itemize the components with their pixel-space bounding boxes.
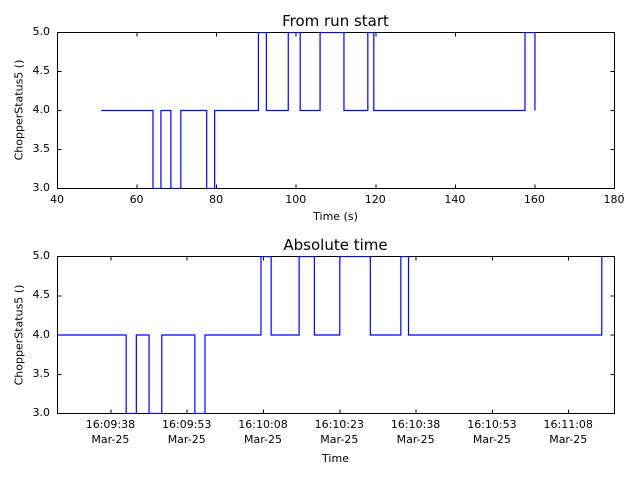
y-tick-label: 3.5 [32, 366, 51, 380]
x-tick-label: 16:10:38 Mar-25 [390, 418, 441, 446]
x-tick-label: 140 [444, 193, 466, 206]
y-tick-label: 4.5 [32, 288, 51, 302]
y-tick-label: 5.0 [32, 249, 51, 262]
x-axis-label: Time (s) [313, 210, 358, 223]
x-tick-label: 16:09:38 Mar-25 [85, 418, 136, 446]
x-tick-label: 40 [50, 193, 64, 206]
x-tick-label: 80 [209, 193, 224, 206]
x-tick-label: 16:11:08 Mar-25 [543, 418, 593, 446]
x-tick-label: 60 [129, 193, 144, 206]
y-tick-label: 5.0 [32, 25, 51, 38]
x-tick-label: 160 [523, 193, 545, 206]
data-line [101, 32, 536, 189]
x-tick-label: 16:10:23 Mar-25 [314, 418, 365, 446]
y-tick-label: 3.5 [32, 142, 51, 155]
x-tick-label: 16:10:08 Mar-25 [238, 418, 288, 446]
x-tick-label: 16:09:53 Mar-25 [162, 418, 212, 446]
x-tick-label: 16:10:53 Mar-25 [467, 418, 517, 446]
x-tick-label: 180 [603, 193, 625, 206]
chart-title: Absolute time [283, 236, 388, 254]
y-tick-label: 4.0 [32, 327, 51, 341]
chart-title: From run start [282, 12, 389, 30]
plot-area [57, 256, 615, 414]
plot-area [57, 32, 615, 189]
x-tick-label: 120 [364, 193, 386, 206]
y-tick-label: 3.0 [32, 406, 51, 419]
y-tick-label: 4.0 [32, 103, 51, 116]
x-axis-label: Time [322, 452, 349, 465]
x-tick-label: 100 [285, 193, 307, 206]
y-tick-label: 4.5 [32, 64, 51, 77]
y-tick-label: 3.0 [32, 181, 51, 194]
data-line [57, 256, 603, 414]
